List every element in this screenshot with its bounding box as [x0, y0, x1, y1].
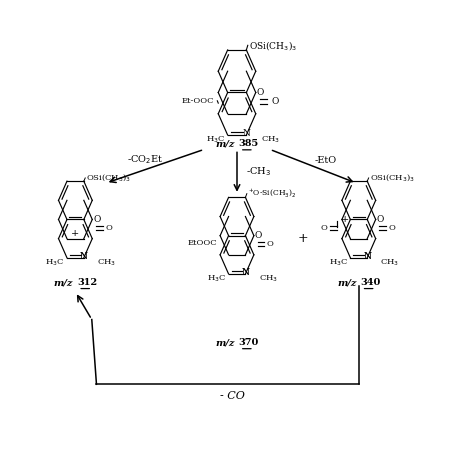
Text: 312: 312	[77, 278, 97, 287]
Text: O: O	[105, 224, 112, 232]
Text: 385: 385	[238, 139, 259, 148]
Text: Et-OOC: Et-OOC	[182, 97, 215, 105]
Text: H$_3$C: H$_3$C	[329, 257, 348, 268]
Text: m/z: m/z	[215, 139, 235, 148]
Text: O: O	[93, 215, 100, 224]
Text: CH$_3$: CH$_3$	[380, 257, 400, 268]
Text: EtOOC: EtOOC	[188, 240, 217, 248]
Text: N: N	[80, 252, 88, 261]
Text: +: +	[71, 228, 80, 238]
Text: OSi(CH$_3$)$_3$: OSi(CH$_3$)$_3$	[86, 172, 131, 183]
Text: O: O	[257, 88, 264, 97]
Text: N: N	[363, 252, 371, 261]
Text: CH$_3$: CH$_3$	[258, 273, 278, 284]
Text: m/z: m/z	[337, 278, 356, 287]
Text: 340: 340	[360, 278, 381, 287]
Text: O: O	[389, 224, 396, 232]
Text: H$_3$C: H$_3$C	[206, 134, 225, 145]
Text: N: N	[241, 268, 249, 277]
Text: OSi(CH$_3$)$_3$: OSi(CH$_3$)$_3$	[370, 172, 415, 183]
Text: O: O	[267, 240, 274, 248]
Text: CH$_3$: CH$_3$	[97, 257, 116, 268]
Text: +: +	[297, 232, 308, 245]
Text: O: O	[255, 231, 262, 240]
Text: m/z: m/z	[54, 278, 73, 287]
Text: N: N	[363, 252, 371, 261]
Text: +: +	[341, 215, 349, 224]
Text: CH$_3$: CH$_3$	[261, 134, 281, 145]
Text: O: O	[271, 97, 279, 106]
Text: -EtO: -EtO	[315, 155, 337, 165]
Text: O: O	[320, 224, 327, 232]
Text: N: N	[241, 268, 249, 277]
Text: -CO$_2$Et: -CO$_2$Et	[128, 154, 164, 167]
Text: 370: 370	[238, 338, 259, 347]
Text: N: N	[80, 252, 88, 261]
Text: - CO: - CO	[220, 391, 245, 401]
Text: m/z: m/z	[215, 338, 235, 347]
Text: $^{+}$O-Si(CH$_3$)$_2$: $^{+}$O-Si(CH$_3$)$_2$	[248, 186, 296, 199]
Text: H$_3$C: H$_3$C	[46, 257, 64, 268]
Text: OSi(CH$_3$)$_3$: OSi(CH$_3$)$_3$	[249, 39, 297, 52]
Text: -CH$_3$: -CH$_3$	[246, 165, 272, 178]
Text: N: N	[242, 129, 250, 138]
Text: O: O	[377, 215, 384, 224]
Text: H$_3$C: H$_3$C	[207, 273, 226, 284]
